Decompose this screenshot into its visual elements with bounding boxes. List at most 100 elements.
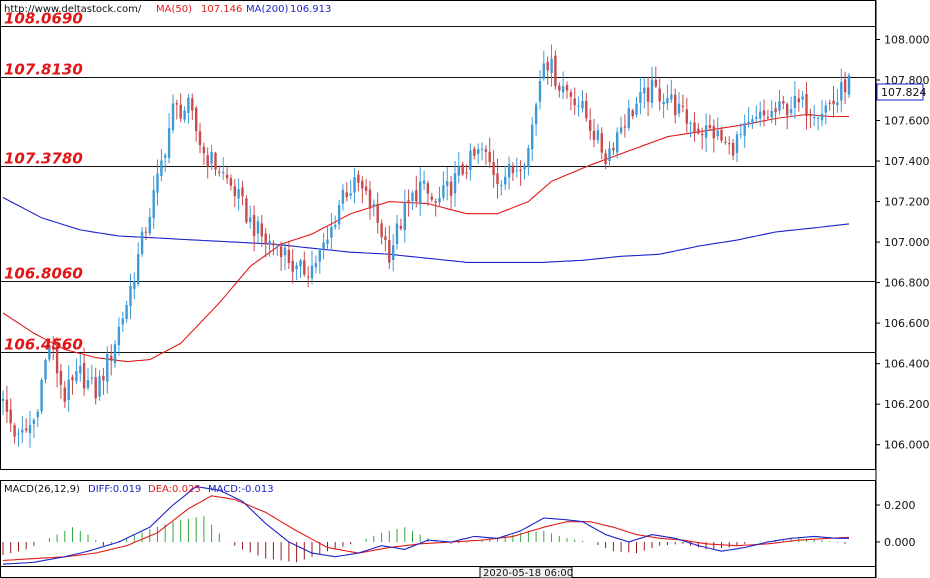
- candle: [581, 90, 584, 113]
- candle: [268, 233, 271, 257]
- candle: [9, 398, 12, 432]
- candle: [137, 242, 140, 287]
- candle: [148, 207, 151, 236]
- candle: [113, 340, 117, 368]
- candle: [685, 98, 688, 133]
- ma200-value: 106.913: [290, 4, 331, 15]
- candle: [840, 68, 843, 113]
- candle: [666, 84, 669, 111]
- candle: [357, 170, 360, 192]
- ma200-label: MA(200): [246, 4, 288, 15]
- candle: [249, 205, 252, 229]
- candle: [596, 123, 600, 144]
- candle: [616, 127, 619, 159]
- candle: [809, 108, 812, 129]
- candle: [836, 89, 839, 113]
- dea-line: [2, 495, 850, 562]
- price-tick-label: 106.000: [884, 439, 930, 452]
- candle: [415, 175, 418, 208]
- candle: [789, 96, 793, 118]
- candle: [793, 81, 797, 119]
- candle: [847, 73, 851, 99]
- candle: [824, 100, 827, 125]
- candle: [585, 93, 588, 122]
- candle: [816, 115, 820, 131]
- candle: [619, 116, 623, 135]
- candle: [434, 198, 437, 217]
- candle: [492, 150, 495, 188]
- candle: [86, 367, 90, 391]
- candle: [484, 145, 488, 165]
- ma50-value: 107.146: [201, 4, 242, 15]
- candle: [98, 369, 101, 401]
- candle: [121, 311, 124, 332]
- candle: [283, 242, 287, 271]
- candle: [187, 93, 190, 124]
- candle: [125, 300, 128, 323]
- candle: [500, 180, 503, 196]
- candle: [774, 101, 777, 126]
- candle: [349, 180, 352, 199]
- candle: [218, 165, 221, 177]
- candle: [519, 160, 522, 186]
- candle: [71, 374, 74, 395]
- macd-dea-value: DEA:0.025: [148, 484, 201, 495]
- candle: [260, 214, 263, 247]
- candle: [480, 142, 484, 161]
- candle: [214, 151, 217, 176]
- candle: [195, 105, 198, 142]
- candle: [739, 123, 742, 139]
- candle: [183, 106, 186, 123]
- macd-title: MACD(26,12,9): [4, 484, 80, 495]
- candle: [728, 136, 731, 155]
- candle: [465, 164, 468, 180]
- candle: [635, 96, 638, 118]
- candle: [341, 184, 345, 211]
- candle: [693, 112, 696, 142]
- candle: [326, 226, 329, 251]
- price-tick-label: 107.200: [884, 196, 930, 209]
- candle: [461, 161, 464, 177]
- candle: [152, 175, 155, 229]
- candle: [110, 344, 113, 376]
- candle: [295, 262, 298, 281]
- level-label: 106.8060: [4, 265, 83, 283]
- candle: [210, 145, 213, 170]
- candle: [102, 367, 105, 395]
- candle: [766, 109, 770, 121]
- candle: [751, 115, 754, 129]
- candle: [279, 241, 283, 271]
- main-plot-area: [0, 0, 876, 470]
- candle: [144, 226, 148, 240]
- candle: [222, 157, 225, 180]
- candle: [40, 377, 43, 415]
- candle: [654, 66, 658, 89]
- candle: [658, 78, 661, 111]
- candle: [13, 422, 16, 444]
- candle: [299, 258, 302, 278]
- candle: [399, 218, 403, 231]
- candle: [650, 66, 654, 109]
- candle: [504, 166, 507, 191]
- price-tick-label: 107.000: [884, 236, 930, 249]
- candle: [507, 156, 511, 190]
- candle: [496, 158, 499, 199]
- candle: [310, 250, 314, 285]
- candle: [801, 91, 804, 108]
- candle: [670, 79, 673, 103]
- candle: [453, 160, 457, 207]
- candle: [592, 119, 596, 148]
- candle: [245, 195, 248, 224]
- macd-indicator: [2, 485, 850, 565]
- candle: [797, 89, 800, 112]
- candle: [704, 113, 708, 152]
- candle: [639, 77, 642, 115]
- candle: [770, 99, 773, 124]
- level-labels: 108.0690 107.8130 107.3780 106.8060 106.4560: [4, 10, 83, 354]
- candle: [106, 346, 109, 394]
- candle: [677, 92, 681, 118]
- candle: [25, 418, 28, 433]
- candle: [361, 176, 364, 204]
- candle: [67, 365, 70, 413]
